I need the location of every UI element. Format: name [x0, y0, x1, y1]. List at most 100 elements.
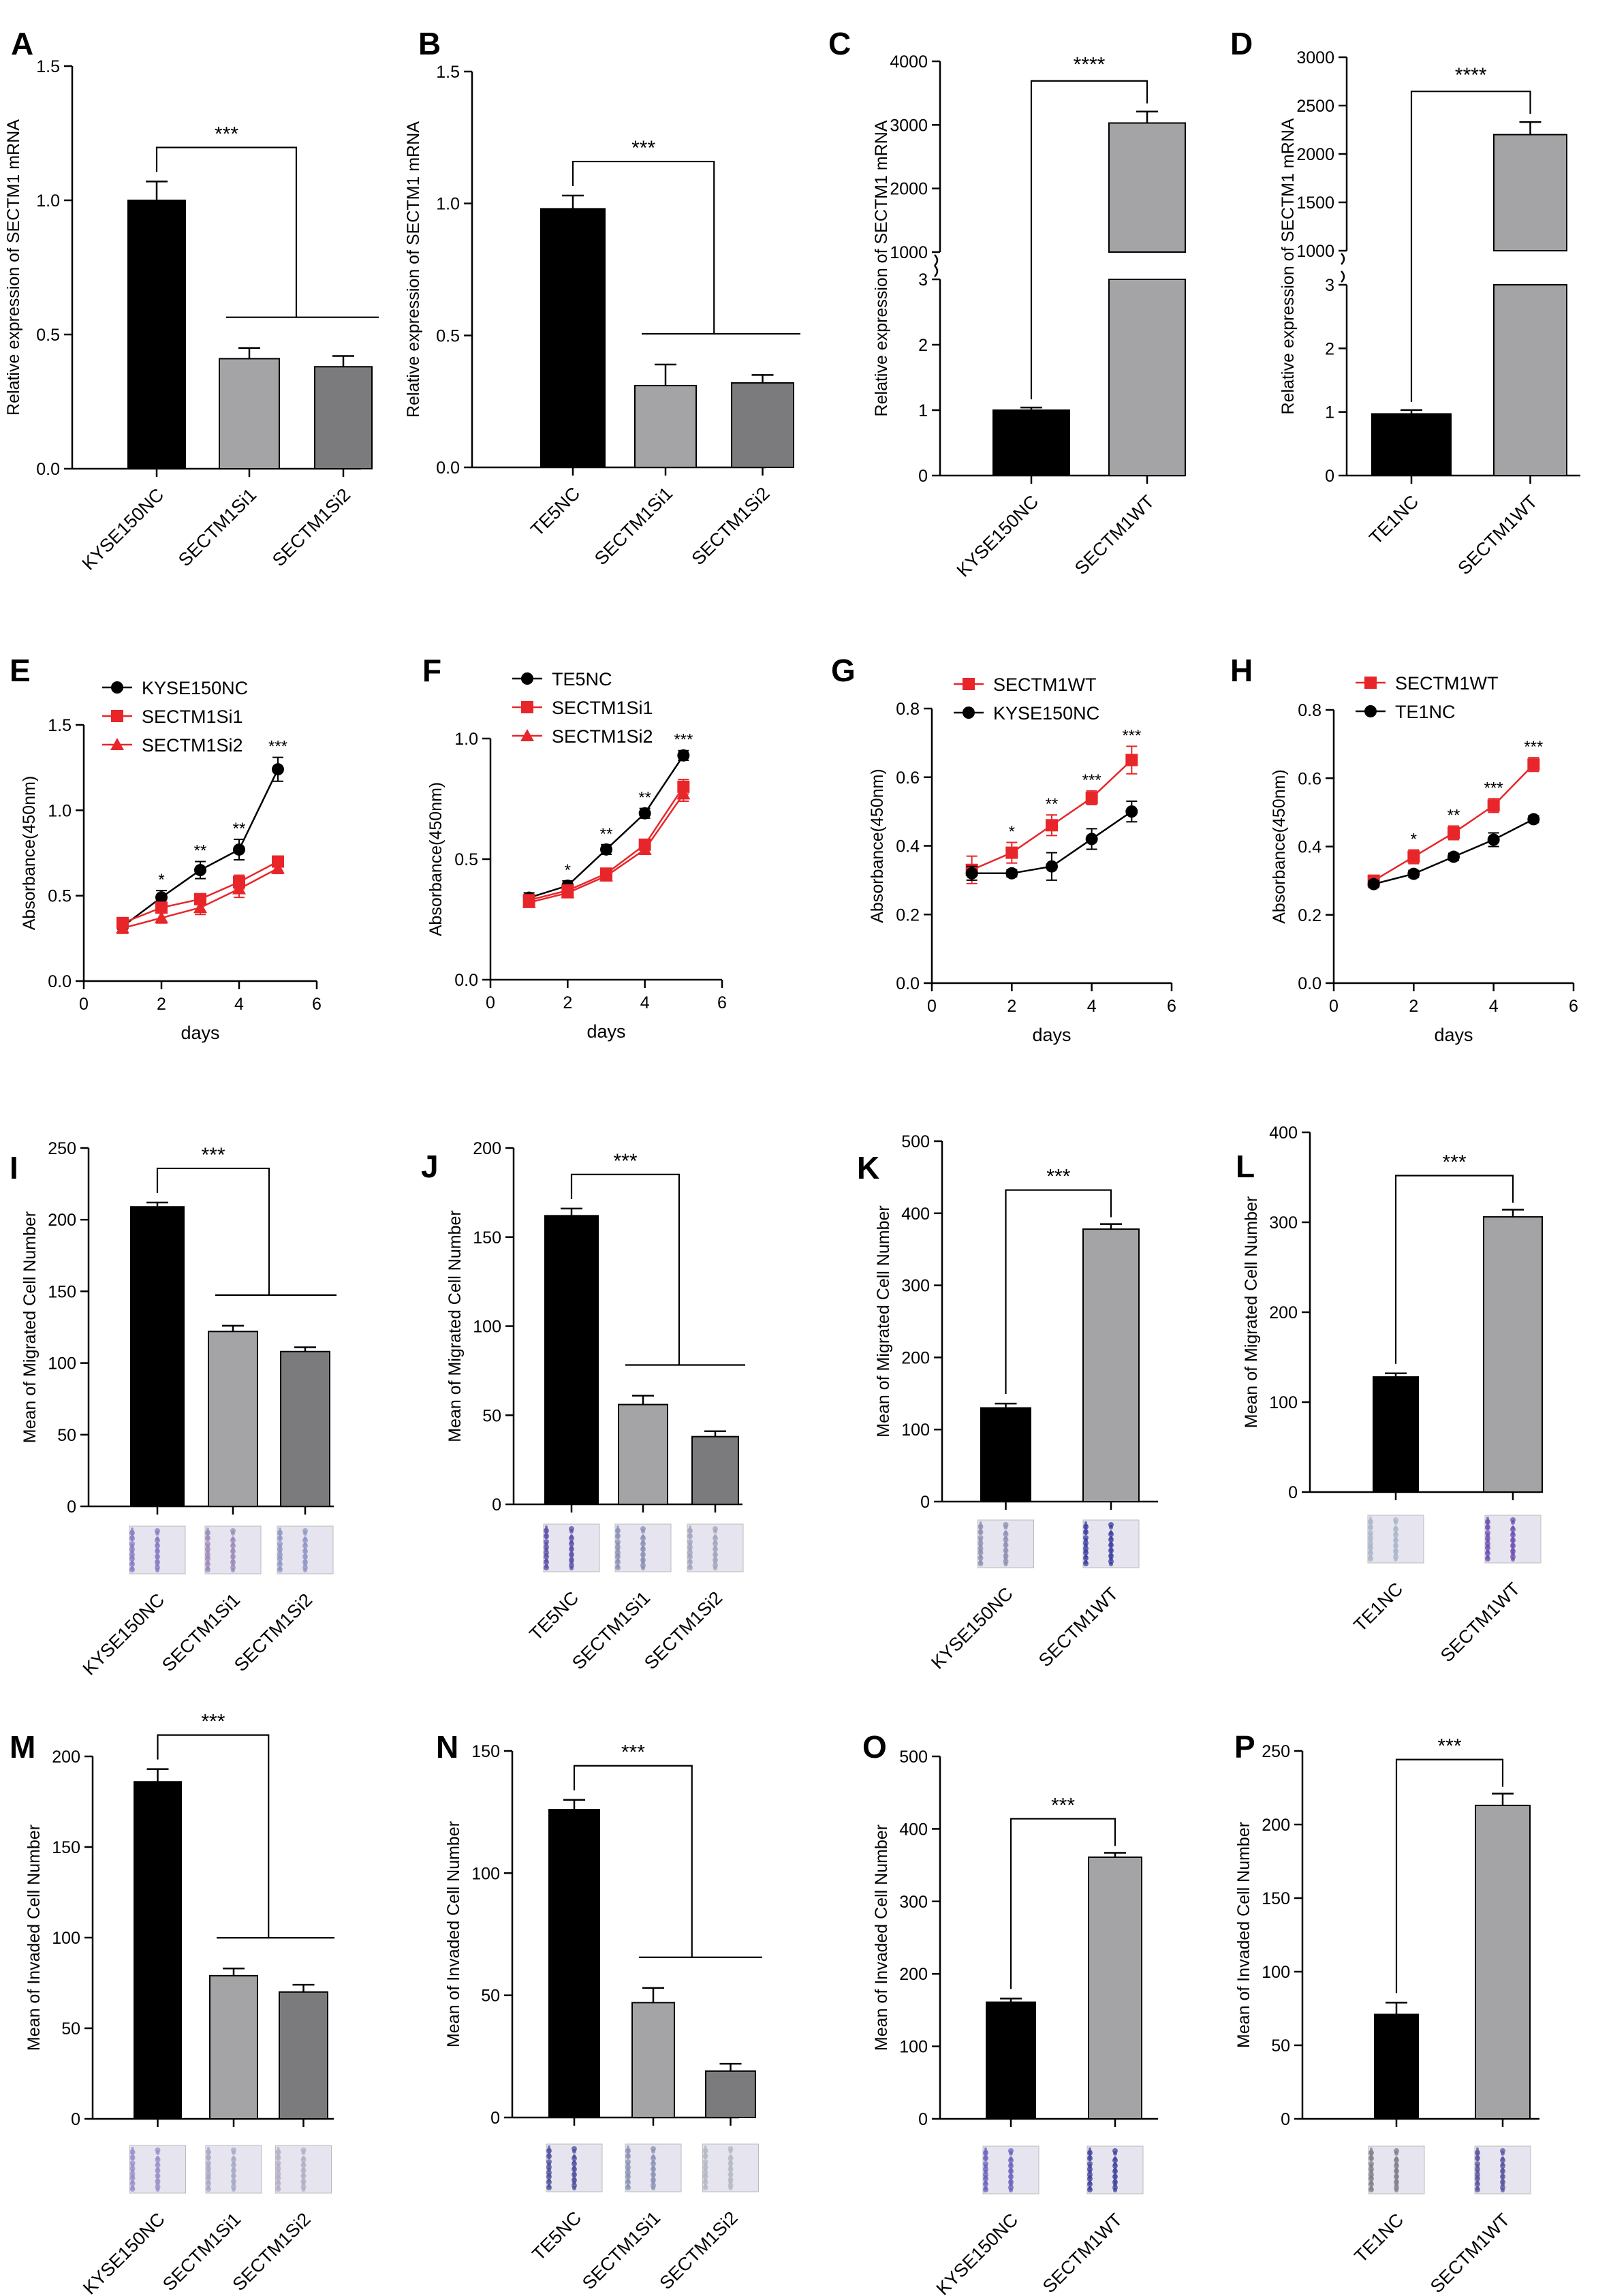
stained-cell-dot [704, 2178, 707, 2181]
x-tick-label: 2 [1409, 997, 1418, 1016]
panel-label: I [10, 1150, 18, 1185]
significance-bracket [572, 160, 715, 334]
y-tick-label: 500 [901, 1132, 930, 1151]
data-point [194, 864, 206, 877]
y-tick-label: 50 [481, 1987, 500, 2006]
y-tick-label: 1.0 [454, 730, 478, 749]
stained-cell-dot [1113, 2173, 1117, 2177]
y-tick-label: 250 [1262, 1742, 1290, 1761]
significance-label: *** [1051, 1795, 1075, 1817]
data-point [600, 843, 612, 856]
y-tick-label: 400 [1269, 1123, 1298, 1143]
y-axis-label: Absorbance(450nm) [426, 782, 445, 937]
y-tick-label: 0.0 [436, 459, 460, 478]
y-tick-label: 0 [1325, 467, 1334, 486]
stained-cell-dot [1087, 2172, 1093, 2177]
x-tick-label: 4 [1087, 997, 1097, 1016]
stained-cell-dot [1109, 1547, 1113, 1551]
data-point [155, 911, 168, 924]
stained-cell-dot [1083, 1535, 1089, 1540]
stained-cell-dot [688, 1527, 692, 1532]
stained-cell-dot [277, 2147, 280, 2150]
stained-cell-dot [1112, 2148, 1118, 2154]
panel-F: F 0.0 0.5 1.0 0 2 4 6 days Absorbance(450nm) TE5NC… [422, 653, 727, 1042]
data-point [110, 738, 124, 750]
stained-cell-dot [1004, 1541, 1007, 1544]
x-tick-label: 6 [1569, 997, 1578, 1016]
y-tick-label: 200 [48, 1211, 76, 1230]
stained-cell-dot [651, 2177, 655, 2181]
stained-cell-dot [573, 2165, 576, 2168]
significance-annotation: * [565, 861, 571, 880]
stained-cell-dot [640, 1563, 646, 1568]
data-point [1364, 677, 1377, 689]
stained-cell-dot [155, 1553, 159, 1557]
stained-cell-dot [627, 2178, 629, 2181]
data-point [677, 749, 690, 762]
significance-bracket [1030, 80, 1148, 400]
stained-cell-dot [155, 2178, 160, 2182]
stained-cell-dot [729, 2160, 732, 2162]
stained-cell-dot [131, 1566, 134, 1568]
data-point [521, 672, 533, 685]
stained-cell-dot [1394, 2148, 1399, 2154]
stained-cell-dot [1010, 2162, 1012, 2165]
stained-cell-dot [231, 1559, 235, 1563]
stained-cell-dot [548, 2184, 550, 2186]
stained-cell-dot [570, 1534, 573, 1537]
stained-cell-dot [1394, 1542, 1398, 1547]
bar [219, 358, 280, 470]
stained-cell-dot [205, 1541, 210, 1547]
stained-cell-dot [130, 2149, 135, 2153]
y-tick-label: 0.5 [48, 887, 72, 906]
y-tick-label: 50 [482, 1406, 501, 1425]
y-tick-label: 0 [1281, 2110, 1290, 2129]
stained-cell-dot [979, 1560, 982, 1562]
stained-cell-dot [728, 2183, 734, 2188]
bar [540, 208, 606, 468]
x-tick-label: 0 [927, 997, 937, 1016]
y-axis-label: Mean of Migrated Cell Number [20, 1211, 40, 1443]
stained-cell-dot [977, 1535, 984, 1540]
stained-cell-dot [1109, 1553, 1113, 1557]
y-axis-label: Relative expression of SECTM1 mRNA [1279, 118, 1298, 414]
significance-bracket [157, 1734, 270, 1938]
panel-label: L [1236, 1149, 1255, 1184]
bar [209, 1974, 258, 2120]
stained-cell-dot [129, 1552, 135, 1557]
stained-cell-dot [156, 1542, 159, 1545]
stained-cell-dot [277, 1547, 283, 1552]
bar [705, 2070, 756, 2118]
x-category-label: SECTM1Si2 [687, 483, 773, 569]
stained-cell-dot [1393, 1517, 1398, 1523]
data-point [1046, 860, 1058, 873]
x-category-label: TE5NC [525, 1587, 582, 1645]
y-tick-label: 100 [473, 1318, 501, 1337]
stained-cell-dot [1369, 1549, 1372, 1552]
stained-cell-dot [232, 2167, 235, 2169]
stained-cell-dot [572, 2183, 577, 2188]
panel-label: O [862, 1729, 887, 1765]
stained-cell-dot [640, 1526, 646, 1532]
stained-cell-dot [702, 2159, 708, 2165]
bar [208, 1331, 258, 1507]
stained-cell-dot [641, 1551, 645, 1555]
bar [1493, 134, 1567, 251]
data-point [194, 893, 206, 905]
y-tick-label: 100 [1269, 1393, 1298, 1412]
stained-cell-dot [279, 1527, 281, 1530]
y-tick-label: 3000 [1296, 48, 1334, 67]
stained-cell-dot [642, 1534, 644, 1537]
bar [1088, 1856, 1142, 2120]
panel-label: C [828, 26, 851, 61]
panel-H: H 0.0 0.2 0.4 0.6 0.8 0 2 4 6 days Absorbance(450nm… [1230, 653, 1578, 1045]
stained-cell-dot [1394, 1548, 1398, 1552]
data-point [272, 855, 284, 868]
y-tick-label: 0 [920, 1493, 930, 1512]
stained-cell-dot [1114, 2162, 1116, 2165]
bar [134, 1781, 182, 2120]
stained-cell-dot [652, 2154, 655, 2157]
stained-cell-dot [1010, 2156, 1012, 2159]
stained-cell-dot [131, 2179, 134, 2182]
stained-cell-dot [652, 2160, 655, 2162]
